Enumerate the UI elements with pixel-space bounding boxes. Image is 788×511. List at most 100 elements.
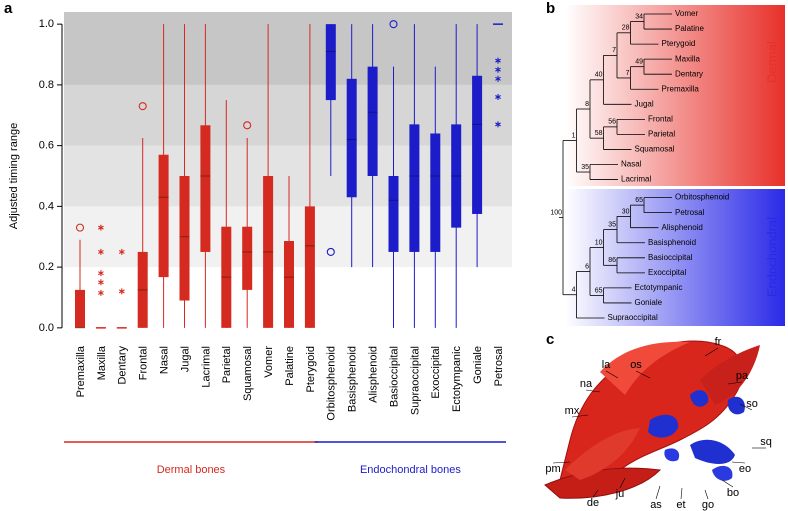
leader-line [655,485,661,500]
box [367,66,378,176]
leader-line [727,381,743,385]
leaf-label: Dentary [675,69,703,78]
bone-label: pm [545,463,560,475]
x-tick-label: Palatine [284,346,296,386]
x-tick-label: Vomer [263,346,275,378]
bone-label: na [580,378,593,390]
box [325,24,336,101]
extreme-marker [98,248,104,255]
extreme-marker [118,248,125,255]
extreme-marker [495,66,501,73]
x-tick-label: Basioccipital [388,346,400,407]
leaf-label: Squamosal [635,145,675,154]
support-label: 1 [572,132,576,139]
support-label: 58 [595,130,603,137]
leader-line [704,489,709,500]
bone-label: la [602,359,611,371]
leaf-label: Nasal [621,160,642,169]
dendrogram: Dermal Endochondral Vomer Palatine 34 Pterygo… [550,5,785,326]
bone-label: fr [715,336,722,348]
support-label: 7 [626,70,630,77]
x-tick-label: Maxilla [96,345,108,380]
x-tick-label: Alisphenoid [368,346,380,403]
x-tick-label: Dentary [117,346,129,385]
bone-label: eo [739,463,751,475]
x-tick-label: Orbitosphenoid [326,346,338,421]
leaf-label: Exoccipital [648,268,686,277]
extreme-marker [495,75,501,82]
box [346,78,357,198]
box [137,251,148,328]
leader-line [721,479,734,488]
leader-line [619,477,626,489]
bone-label: go [702,499,714,511]
leaf-label: Ectotympanic [635,283,683,292]
box [242,226,253,290]
bone-label: os [630,359,642,371]
x-tick-label: Petrosal [493,346,505,386]
y-tick-label: 0.6 [39,140,54,152]
leader-line [731,461,746,464]
panel-label: c [546,331,554,348]
box [221,226,232,328]
leader-line [605,370,619,379]
x-tick-label: Supraoccipital [409,346,421,415]
leaf-label: Orbitosphenoid [675,193,729,202]
x-tick-label: Goniale [472,346,484,384]
box [304,206,315,328]
box [472,75,483,214]
bone-label: pa [736,370,749,382]
bone-label: so [746,398,758,410]
leaf-label: Petrosal [675,208,705,217]
support-label: 35 [608,221,616,228]
box [451,124,462,228]
y-tick-label: 0.8 [39,79,54,91]
box [409,124,420,252]
support-label: 8 [585,101,589,108]
box [158,154,169,278]
boxplot: 0.0 0.2 0.4 0.6 0.8 1.0 Premaxilla Maxilla Denta… [39,12,512,476]
leader-line [635,370,651,379]
x-tick-label: Premaxilla [75,345,87,397]
leader-line [680,487,683,500]
panel-label: b [546,0,555,17]
panel-label: a [4,0,13,17]
extreme-marker [495,57,501,64]
support-label: 4 [572,287,576,294]
outlier [138,102,147,111]
box [284,240,294,328]
leaf-label: Goniale [635,298,663,307]
support-label: 7 [612,47,616,54]
bone-label: mx [565,405,580,417]
clade-label: Dermal [764,41,779,83]
leaf-label: Maxilla [675,54,700,63]
outlier [389,20,398,29]
outlier [326,247,335,256]
leaf-label: Parietal [648,130,675,139]
outlier [243,121,252,130]
leaf-label: Supraoccipital [608,313,658,322]
band [64,12,512,85]
leaf-label: Basioccipital [648,253,693,262]
bone-label: de [587,497,599,509]
y-tick-label: 0.0 [39,322,54,334]
outlier [75,223,85,232]
support-label: 65 [595,287,603,294]
box [263,176,274,328]
box [200,125,211,252]
leaf-label: Jugal [635,99,654,108]
x-tick-label: Lacrimal [200,346,212,388]
group-label: Dermal bones [157,464,226,476]
extreme-marker [495,121,501,128]
leaf-label: Frontal [648,114,673,123]
x-tick-label: Frontal [138,346,150,380]
box [430,133,441,252]
support-label: 40 [595,72,603,79]
band [64,145,512,207]
x-tick-label: Nasal [159,346,171,374]
y-axis-title: Adjusted timing range [8,123,20,229]
support-label: 34 [635,13,643,20]
clade-box [565,5,785,186]
bone-label: bo [727,487,739,499]
